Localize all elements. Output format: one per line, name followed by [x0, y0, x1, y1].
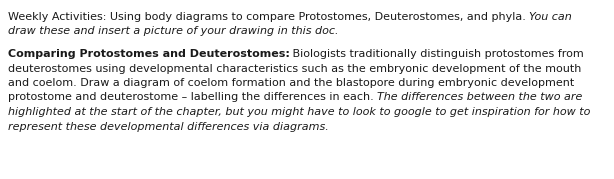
Text: represent these developmental differences via diagrams.: represent these developmental difference… — [7, 122, 328, 132]
Text: draw these and insert a picture of your drawing in this doc.: draw these and insert a picture of your … — [7, 26, 338, 37]
Text: You can: You can — [529, 12, 572, 22]
Text: deuterostomes using developmental characteristics such as the embryonic developm: deuterostomes using developmental charac… — [7, 64, 581, 74]
Text: The differences between the two are: The differences between the two are — [377, 93, 582, 103]
Text: and coelom. Draw a diagram of coelom formation and the blastopore during embryon: and coelom. Draw a diagram of coelom for… — [7, 78, 573, 88]
Text: Biologists traditionally distinguish protostomes from: Biologists traditionally distinguish pro… — [289, 49, 584, 59]
Text: Weekly Activities: Using body diagrams to compare Protostomes, Deuterostomes, an: Weekly Activities: Using body diagrams t… — [7, 12, 529, 22]
Text: Comparing Protostomes and Deuterostomes:: Comparing Protostomes and Deuterostomes: — [7, 49, 289, 59]
Text: protostome and deuterostome – labelling the differences in each.: protostome and deuterostome – labelling … — [7, 93, 377, 103]
Text: highlighted at the start of the chapter, but you might have to look to google to: highlighted at the start of the chapter,… — [7, 107, 590, 117]
